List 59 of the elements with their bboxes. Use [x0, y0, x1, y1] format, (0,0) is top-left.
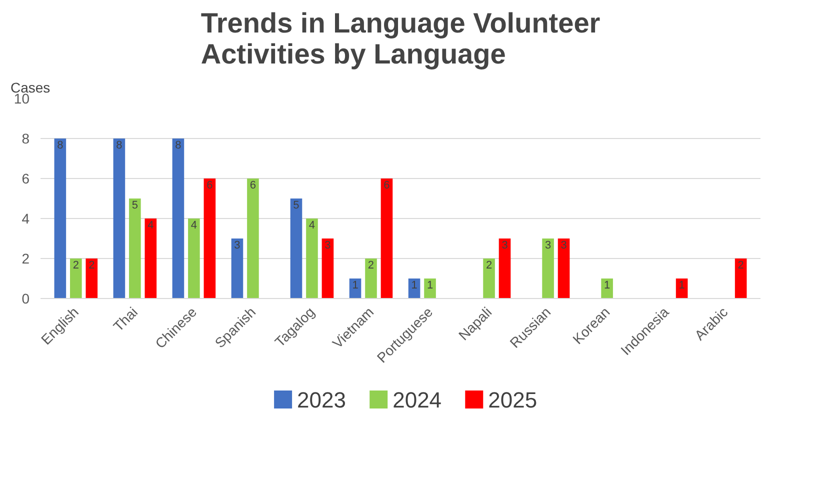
data-label: 1 [678, 280, 685, 292]
data-label: 2 [486, 260, 492, 272]
bar [365, 258, 377, 298]
data-label: 2 [72, 260, 79, 272]
data-label: 3 [544, 240, 552, 252]
y-tick-label: 2 [22, 250, 30, 266]
bar [70, 258, 82, 298]
bar [322, 238, 334, 298]
bar [129, 198, 141, 298]
data-label: 3 [234, 240, 240, 252]
y-tick-label: 0 [22, 290, 30, 306]
bar [290, 198, 302, 298]
data-label: 5 [293, 200, 300, 212]
data-label: 1 [604, 280, 610, 292]
bar [54, 138, 66, 298]
data-label: 8 [57, 140, 64, 152]
bar [483, 258, 495, 298]
data-label: 5 [132, 200, 138, 212]
x-tick-label: Thai [110, 304, 141, 334]
bar [144, 218, 157, 298]
bar [306, 218, 318, 298]
bar [113, 138, 126, 298]
data-label: 1 [426, 280, 434, 292]
bar [542, 238, 554, 298]
legend-label: 2024 [392, 388, 442, 412]
data-label: 3 [502, 240, 508, 252]
y-tick-label: 6 [22, 170, 30, 186]
bar [424, 278, 436, 298]
bar [380, 178, 393, 298]
bar [86, 258, 98, 298]
data-label: 3 [560, 240, 567, 252]
data-label: 6 [250, 180, 256, 192]
data-label: 2 [368, 260, 374, 272]
data-label: 1 [352, 280, 358, 292]
data-label: 8 [116, 140, 122, 152]
bar [247, 178, 259, 298]
bar [172, 138, 184, 298]
legend-label: 2023 [297, 388, 346, 412]
chart-title: Trends in Language Volunteer Activities by Language [200, 8, 600, 70]
y-tick-label: 4 [22, 210, 30, 226]
bar [188, 218, 200, 298]
data-label: 6 [384, 180, 390, 192]
data-label: 3 [324, 240, 331, 252]
y-tick-label: 8 [22, 130, 30, 146]
data-label: 4 [148, 220, 154, 232]
bar [204, 178, 216, 298]
data-label: 2 [738, 260, 744, 272]
data-label: 2 [88, 260, 95, 272]
data-label: 8 [175, 140, 182, 152]
data-label: 1 [411, 280, 418, 292]
legend-label: 2025 [488, 388, 538, 412]
bar [498, 238, 511, 298]
data-label: 4 [190, 220, 198, 232]
bar [558, 238, 570, 298]
bar [734, 258, 747, 298]
data-label: 4 [308, 220, 316, 232]
bar [231, 238, 244, 298]
data-label: 6 [206, 180, 213, 192]
bar [601, 278, 613, 298]
